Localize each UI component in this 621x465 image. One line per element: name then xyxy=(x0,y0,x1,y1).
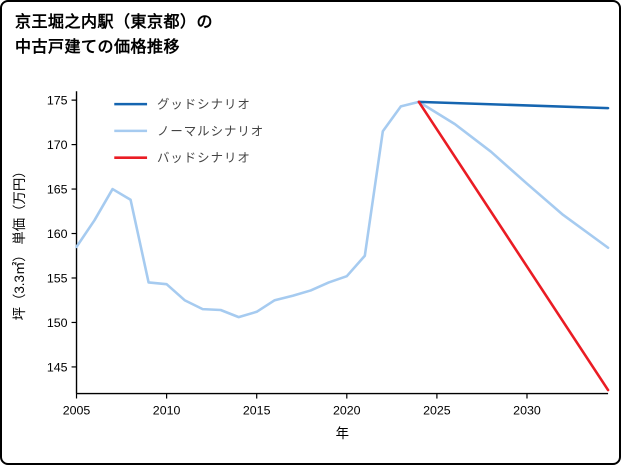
x-tick-label: 2015 xyxy=(243,403,271,417)
series-line-2 xyxy=(417,100,610,392)
x-tick-label: 2005 xyxy=(63,403,91,417)
y-tick-label: 145 xyxy=(47,360,68,374)
y-tick-label: 165 xyxy=(47,183,68,197)
chart-title-line2: 中古戸建ての価格推移 xyxy=(15,38,181,56)
legend-label: ノーマルシナリオ xyxy=(157,124,264,138)
x-tick-label: 2030 xyxy=(513,403,541,417)
y-tick-label: 175 xyxy=(47,94,68,108)
y-tick-label: 150 xyxy=(47,316,68,330)
y-axis-label: 坪（3.3㎡） 単価（万円） xyxy=(12,164,27,320)
chart-title-line1: 京王堀之内駅（東京都）の xyxy=(15,14,214,31)
series-line-1 xyxy=(75,100,610,319)
legend-label: バッドシナリオ xyxy=(157,151,251,165)
x-tick-label: 2010 xyxy=(153,403,181,417)
x-tick-label: 2025 xyxy=(423,403,451,417)
x-axis-label: 年 xyxy=(336,426,349,441)
y-tick-label: 155 xyxy=(47,271,68,285)
legend-label: グッドシナリオ xyxy=(157,98,251,112)
y-tick-label: 160 xyxy=(47,227,68,241)
x-tick-label: 2020 xyxy=(333,403,361,417)
chart-title: 京王堀之内駅（東京都）の 中古戸建ての価格推移 xyxy=(15,11,213,61)
series-line-0 xyxy=(417,100,610,110)
y-tick-label: 170 xyxy=(47,138,68,152)
